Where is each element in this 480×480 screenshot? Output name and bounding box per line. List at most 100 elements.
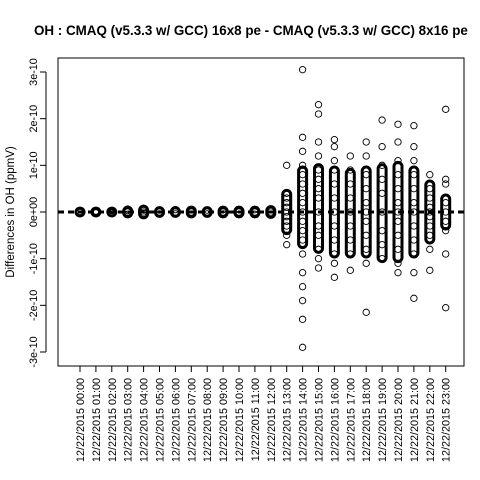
data-point — [314, 101, 323, 109]
data-point — [330, 136, 339, 144]
dense-band — [185, 205, 197, 219]
data-point — [410, 185, 418, 193]
x-tick-label: 12/22/2015 21:00 — [409, 378, 421, 462]
data-point — [426, 194, 434, 202]
y-tick-label: 3e-10 — [28, 58, 40, 86]
data-point — [283, 199, 291, 207]
y-tick-label: -2e-10 — [28, 290, 40, 321]
data-point — [346, 266, 354, 274]
x-tick-label: 12/22/2015 02:00 — [107, 378, 119, 462]
dense-band — [297, 165, 309, 250]
data-point — [314, 138, 323, 146]
x-tick-label: 12/22/2015 15:00 — [314, 378, 326, 462]
data-point — [362, 171, 370, 179]
data-point — [298, 269, 307, 277]
y-tick-label: -3e-10 — [28, 336, 40, 367]
data-point — [394, 171, 402, 179]
data-point — [442, 105, 450, 113]
x-tick-label: 12/22/2015 07:00 — [186, 378, 198, 462]
data-point — [124, 210, 132, 218]
x-tick-label: 12/22/2015 16:00 — [329, 378, 341, 462]
x-tick-label: 12/22/2015 11:00 — [250, 378, 262, 461]
data-point — [314, 166, 323, 174]
x-tick-label: 12/22/2015 05:00 — [155, 378, 167, 462]
data-point — [426, 266, 434, 274]
data-point — [378, 116, 386, 124]
data-point — [410, 157, 418, 165]
data-point — [346, 166, 354, 174]
data-point — [394, 138, 402, 146]
data-point — [330, 157, 339, 165]
x-tick-label: 12/22/2015 20:00 — [393, 378, 405, 462]
chart-title: OH : CMAQ (v5.3.3 w/ GCC) 16x8 pe - CMAQ… — [34, 23, 468, 38]
data-point — [378, 227, 386, 235]
data-point — [410, 171, 418, 179]
x-tick-label: 12/22/2015 03:00 — [123, 378, 135, 462]
x-tick-label: 12/22/2015 23:00 — [441, 378, 453, 462]
data-point — [426, 185, 434, 193]
data-point — [330, 166, 339, 174]
data-point — [362, 308, 370, 316]
data-point — [298, 180, 307, 188]
data-point — [442, 199, 450, 207]
data-point — [283, 203, 291, 211]
x-tick-label: 12/22/2015 17:00 — [345, 378, 357, 462]
x-tick-label: 12/22/2015 10:00 — [234, 378, 246, 462]
data-point — [298, 189, 307, 197]
y-tick-label: 1e-10 — [28, 152, 40, 180]
data-point — [426, 213, 434, 221]
data-point — [283, 231, 291, 239]
data-point — [410, 236, 418, 244]
data-point — [346, 250, 354, 258]
data-point — [442, 304, 450, 312]
data-point — [330, 259, 339, 267]
y-tick-label: -1e-10 — [28, 243, 40, 274]
data-point — [346, 152, 354, 160]
data-point — [378, 255, 386, 263]
data-point — [330, 236, 339, 244]
data-point — [442, 227, 450, 235]
data-point — [378, 143, 386, 151]
plot-area: -3e-10 -2e-10 -1e-10 0e+00 1e-10 2e-10 3e-10 1… — [28, 57, 465, 462]
data-point — [251, 210, 259, 218]
data-point — [283, 217, 291, 225]
y-axis: -3e-10 -2e-10 -1e-10 0e+00 1e-10 2e-10 3e-10 — [28, 58, 47, 368]
data-point — [394, 269, 402, 277]
data-point — [283, 194, 291, 202]
x-tick-label: 12/22/2015 19:00 — [377, 378, 389, 462]
x-tick-label: 12/22/2015 00:00 — [75, 378, 87, 462]
data-point — [378, 175, 386, 183]
data-point — [362, 231, 370, 239]
data-point — [346, 222, 354, 230]
data-point — [298, 171, 307, 179]
data-point — [346, 194, 354, 202]
x-tick-label: 12/22/2015 22:00 — [425, 378, 437, 462]
data-point — [362, 138, 370, 146]
x-tick-label: 12/22/2015 14:00 — [298, 378, 310, 462]
data-point — [362, 199, 370, 207]
data-point — [314, 175, 323, 183]
data-point — [314, 245, 323, 253]
data-point — [362, 259, 370, 267]
data-point — [298, 199, 307, 207]
x-tick-label: 12/22/2015 08:00 — [202, 378, 214, 462]
data-point — [394, 231, 402, 239]
data-point — [298, 161, 307, 169]
data-point — [251, 206, 259, 214]
data-point — [394, 259, 402, 267]
data-point — [298, 236, 307, 244]
data-point — [283, 189, 291, 197]
data-point — [298, 217, 307, 225]
data-point — [298, 133, 307, 141]
data-point — [394, 199, 402, 207]
data-point — [298, 227, 307, 235]
data-point — [362, 152, 370, 160]
data-point — [394, 120, 402, 128]
data-point — [410, 269, 418, 277]
dense-band — [265, 205, 277, 219]
data-point — [410, 294, 418, 302]
data-point — [283, 161, 291, 169]
data-point — [410, 143, 418, 151]
data-point — [410, 222, 418, 230]
